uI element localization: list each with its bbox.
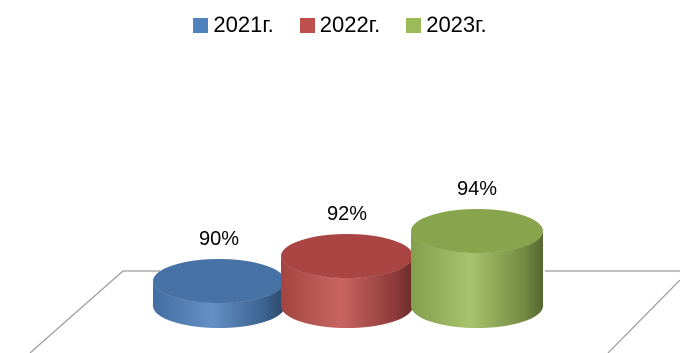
- bar-2023: [411, 209, 543, 328]
- bar-top-2021: [153, 259, 285, 303]
- bar-2021: [153, 259, 285, 328]
- bar-2022: [281, 234, 413, 328]
- floor-edge-left: [30, 271, 123, 353]
- bar-top-2023: [411, 209, 543, 253]
- floor-edge-right: [608, 280, 680, 353]
- bar-top-2022: [281, 234, 413, 278]
- data-label-2021: 90%: [199, 228, 239, 250]
- chart-bars: [153, 209, 543, 328]
- data-label-2022: 92%: [327, 203, 367, 225]
- data-label-2023: 94%: [457, 178, 497, 200]
